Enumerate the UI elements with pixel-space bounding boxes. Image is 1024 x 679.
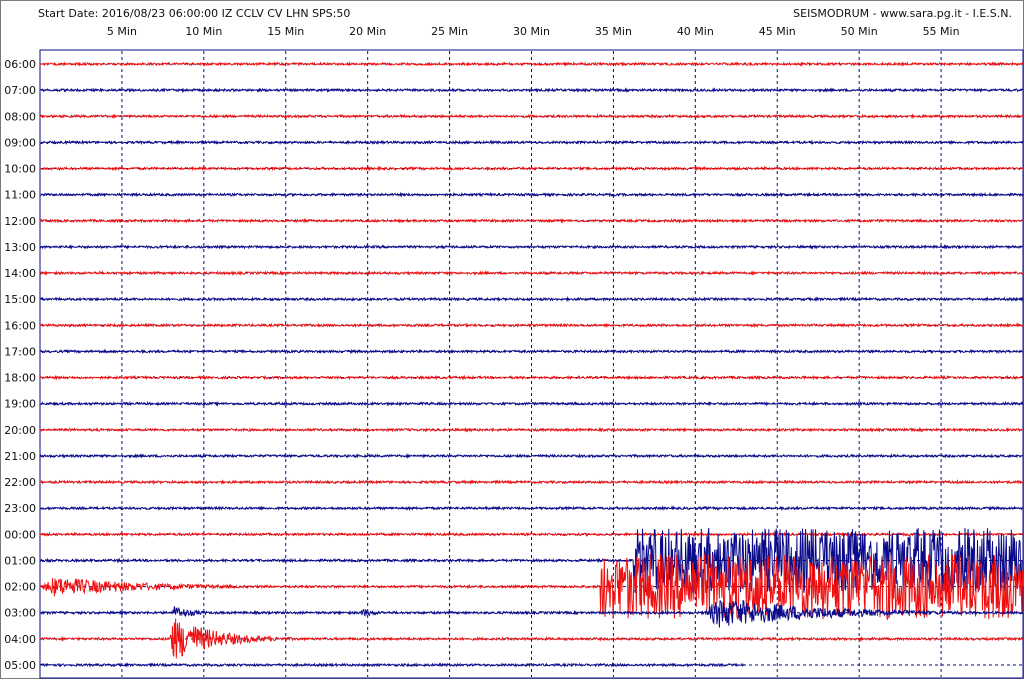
row-time-label: 13:00	[4, 241, 36, 254]
row-time-label: 20:00	[4, 424, 36, 437]
x-tick-label: 30 Min	[513, 25, 550, 38]
row-time-label: 01:00	[4, 554, 36, 567]
trace-2300	[39, 505, 1024, 512]
row-time-label: 04:00	[4, 633, 36, 646]
x-tick-label: 45 Min	[759, 25, 796, 38]
trace-1800	[39, 374, 1024, 381]
trace-2200	[39, 479, 1024, 486]
row-time-label: 12:00	[4, 215, 36, 228]
trace-0500	[39, 661, 745, 668]
start-date-label: Start Date: 2016/08/23 06:00:00 IZ CCLV …	[38, 7, 351, 20]
row-time-label: 05:00	[4, 659, 36, 672]
trace-1000	[39, 165, 1024, 172]
x-tick-label: 25 Min	[431, 25, 468, 38]
trace-0400	[39, 618, 1024, 659]
trace-1600	[39, 322, 1024, 329]
x-tick-label: 20 Min	[349, 25, 386, 38]
trace-1400	[39, 269, 1024, 277]
trace-0300	[39, 599, 1024, 628]
x-tick-label: 10 Min	[185, 25, 222, 38]
trace-1200	[39, 217, 1024, 224]
trace-0100	[39, 527, 1024, 594]
row-time-label: 09:00	[4, 136, 36, 149]
credit-label: SEISMODRUM - www.sara.pg.it - I.E.S.N.	[793, 7, 1012, 20]
trace-1300	[39, 244, 1024, 250]
row-time-label: 02:00	[4, 581, 36, 594]
trace-0800	[39, 113, 1024, 120]
row-time-label: 10:00	[4, 163, 36, 176]
row-time-label: 11:00	[4, 189, 36, 202]
row-time-label: 00:00	[4, 528, 36, 541]
row-time-label: 18:00	[4, 372, 36, 385]
trace-2000	[39, 426, 1024, 433]
label-layer: 5 Min 10 Min 15 Min 20 Min 25 Min 30 Min 35 Mi…	[4, 25, 959, 672]
row-time-label: 16:00	[4, 319, 36, 332]
trace-0200	[39, 553, 1024, 621]
plot-border	[39, 49, 1024, 679]
trace-0900	[39, 139, 1024, 146]
trace-0000	[39, 531, 1024, 538]
row-time-label: 14:00	[4, 267, 36, 280]
trace-1500	[39, 296, 1024, 303]
trace-layer	[39, 61, 1024, 668]
row-time-label: 03:00	[4, 607, 36, 620]
trace-1900	[39, 400, 1024, 407]
x-tick-label: 5 Min	[107, 25, 137, 38]
x-tick-label: 35 Min	[595, 25, 632, 38]
row-time-label: 06:00	[4, 58, 36, 71]
trace-1100	[39, 191, 1024, 198]
row-time-label: 07:00	[4, 84, 36, 97]
trace-2100	[39, 452, 1024, 459]
trace-1700	[39, 348, 1024, 355]
row-time-label: 21:00	[4, 450, 36, 463]
x-tick-label: 40 Min	[677, 25, 714, 38]
row-time-label: 23:00	[4, 502, 36, 515]
row-time-label: 08:00	[4, 110, 36, 123]
x-tick-label: 55 Min	[923, 25, 960, 38]
x-tick-label: 15 Min	[267, 25, 304, 38]
row-time-label: 15:00	[4, 293, 36, 306]
trace-0600	[39, 61, 1024, 68]
row-time-label: 22:00	[4, 476, 36, 489]
row-time-label: 19:00	[4, 398, 36, 411]
x-tick-label: 50 Min	[841, 25, 878, 38]
row-time-label: 17:00	[4, 345, 36, 358]
trace-0700	[39, 87, 1024, 94]
